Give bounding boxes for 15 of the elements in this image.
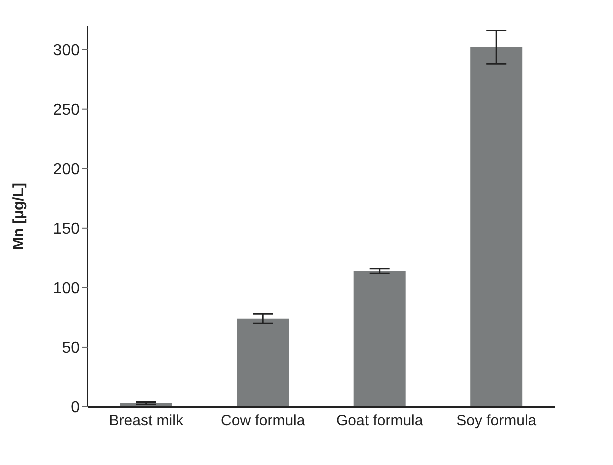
bar bbox=[470, 47, 523, 407]
x-tick-label: Soy formula bbox=[456, 412, 538, 430]
y-axis-title: Mn [µg/L] bbox=[10, 183, 28, 250]
x-tick-label: Breast milk bbox=[109, 412, 184, 430]
y-tick-label: 100 bbox=[53, 280, 80, 298]
y-tick-label: 0 bbox=[71, 400, 80, 417]
y-tick-label: 200 bbox=[53, 162, 80, 179]
bar bbox=[354, 271, 406, 407]
y-tick-label: 250 bbox=[53, 102, 80, 120]
y-tick-label: 300 bbox=[53, 42, 80, 60]
x-tick-label: Goat formula bbox=[336, 412, 424, 430]
y-tick-label: 50 bbox=[62, 340, 80, 358]
y-tick-label: 150 bbox=[53, 221, 80, 238]
x-tick-label: Cow formula bbox=[221, 412, 306, 430]
bar bbox=[237, 318, 290, 407]
